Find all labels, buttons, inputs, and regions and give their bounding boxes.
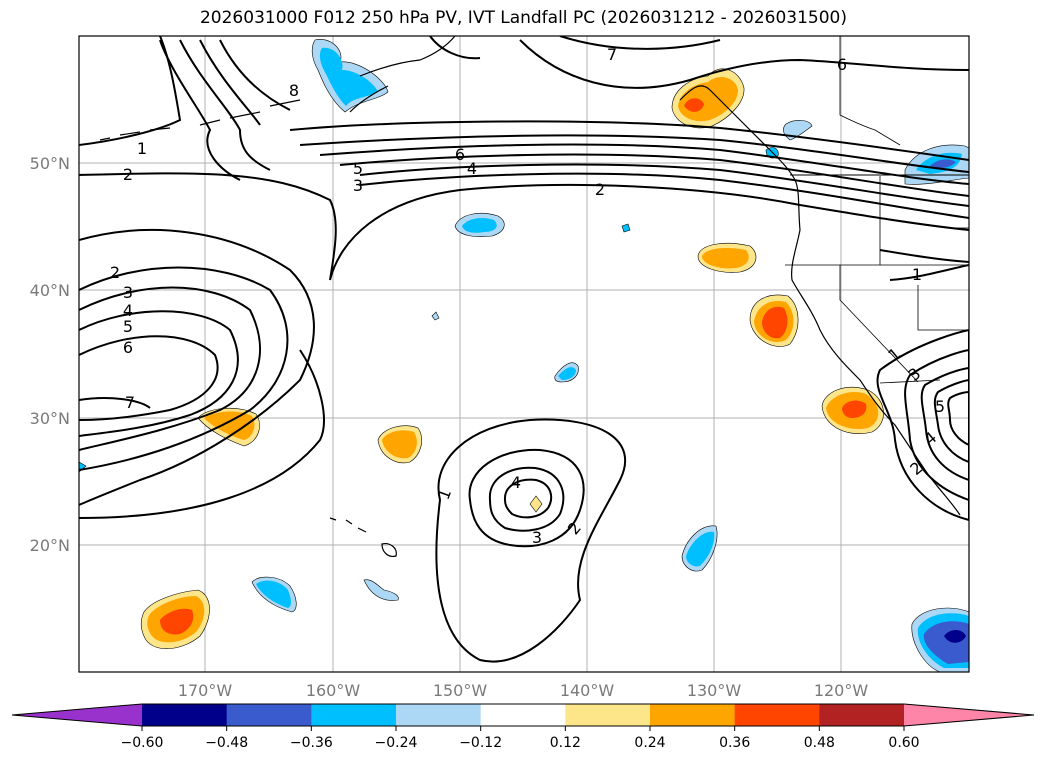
pv-contour-jet-2 xyxy=(79,172,969,281)
lon-label-140w: 140°W xyxy=(560,681,615,700)
pv-2-nw: 2 xyxy=(123,165,133,184)
longitude-labels: 170°W 160°W 150°W 140°W 130°W 120°W xyxy=(178,681,869,700)
pv-contour-jet-6 xyxy=(319,143,969,185)
colorbar-segment xyxy=(819,704,905,726)
map-frame xyxy=(78,35,970,673)
lon-label-130w: 130°W xyxy=(687,681,742,700)
pv-6-west: 6 xyxy=(123,338,133,357)
colorbar-segment xyxy=(142,704,228,726)
colorbar-segment xyxy=(311,704,397,726)
pv-4-jet: 4 xyxy=(467,159,477,178)
contour-labels: 1 2 8 5 3 6 4 2 7 6 2 3 4 5 6 7 1 4 3 2 … xyxy=(110,45,945,547)
colorbar-tick-label: 0.36 xyxy=(719,735,750,751)
pv-contour-low-1 xyxy=(435,418,627,663)
pv-1-east: 1 xyxy=(912,265,922,284)
pv-3-jet: 3 xyxy=(353,176,363,195)
colorbar-tick-label: 0.12 xyxy=(550,735,581,751)
pv-2-west: 2 xyxy=(110,263,120,282)
pv-4-west: 4 xyxy=(123,301,133,320)
colorbar-tick-label: −0.24 xyxy=(375,735,418,751)
pv-5-se: 5 xyxy=(935,397,945,416)
colorbar-tick-label: 0.24 xyxy=(634,735,665,751)
pv-6-ne: 6 xyxy=(837,55,847,74)
pv-contours xyxy=(79,36,969,663)
lat-label-50n: 50°N xyxy=(30,154,70,173)
colorbar-tick-label: −0.36 xyxy=(290,735,333,751)
pv-7-west: 7 xyxy=(125,393,135,412)
lon-label-120w: 120°W xyxy=(814,681,869,700)
pv-contour-jet-4 xyxy=(359,163,969,207)
colorbar: −0.60 −0.48 −0.36 −0.24 −0.12 0.12 0.24 0.36 0.4… xyxy=(11,703,1035,751)
pv-contour-west-2 xyxy=(79,229,315,506)
pv-6-jet: 6 xyxy=(455,145,465,164)
colorbar-segment xyxy=(226,704,312,726)
lon-label-160w: 160°W xyxy=(306,681,361,700)
colorbar-extend-high xyxy=(904,704,1034,726)
colorbar-tick-label: −0.12 xyxy=(459,735,502,751)
lat-label-20n: 20°N xyxy=(30,536,70,555)
pv-3-low: 3 xyxy=(532,528,542,547)
colorbar-segment xyxy=(734,704,820,726)
colorbar-segment xyxy=(480,704,566,726)
colorbar-segment xyxy=(565,704,651,726)
pv-contour-jet-5 xyxy=(339,153,969,197)
pv-5-jet: 5 xyxy=(353,159,363,178)
pv-2-jet: 2 xyxy=(595,180,605,199)
map-background xyxy=(79,36,969,672)
pv-1-nw: 1 xyxy=(137,139,147,158)
lon-label-150w: 150°W xyxy=(433,681,488,700)
colorbar-segment xyxy=(396,704,482,726)
colorbar-tick-label: −0.48 xyxy=(205,735,248,751)
map-title: 2026031000 F012 250 hPa PV, IVT Landfall… xyxy=(199,8,847,28)
lat-label-40n: 40°N xyxy=(30,281,70,300)
colorbar-tick-label: 0.48 xyxy=(804,735,835,751)
pv-contour-se xyxy=(876,328,969,522)
lat-label-30n: 30°N xyxy=(30,409,70,428)
pv-contour-jet-7 xyxy=(299,134,969,173)
pv-7-north: 7 xyxy=(607,45,617,64)
colorbar-tick-label: −0.60 xyxy=(121,735,164,751)
colorbar-tick-label: 0.60 xyxy=(888,735,919,751)
pv-3-west: 3 xyxy=(123,283,133,302)
pv-contour-jet-3 xyxy=(359,172,969,219)
colorbar-extend-low xyxy=(12,704,142,726)
colorbar-segment xyxy=(650,704,736,726)
pv-8-north: 8 xyxy=(289,81,299,100)
pv-4-low: 4 xyxy=(511,473,521,492)
latitude-labels: 50°N 40°N 30°N 20°N xyxy=(30,154,70,555)
lon-label-170w: 170°W xyxy=(178,681,233,700)
pv-5-west: 5 xyxy=(123,317,133,336)
